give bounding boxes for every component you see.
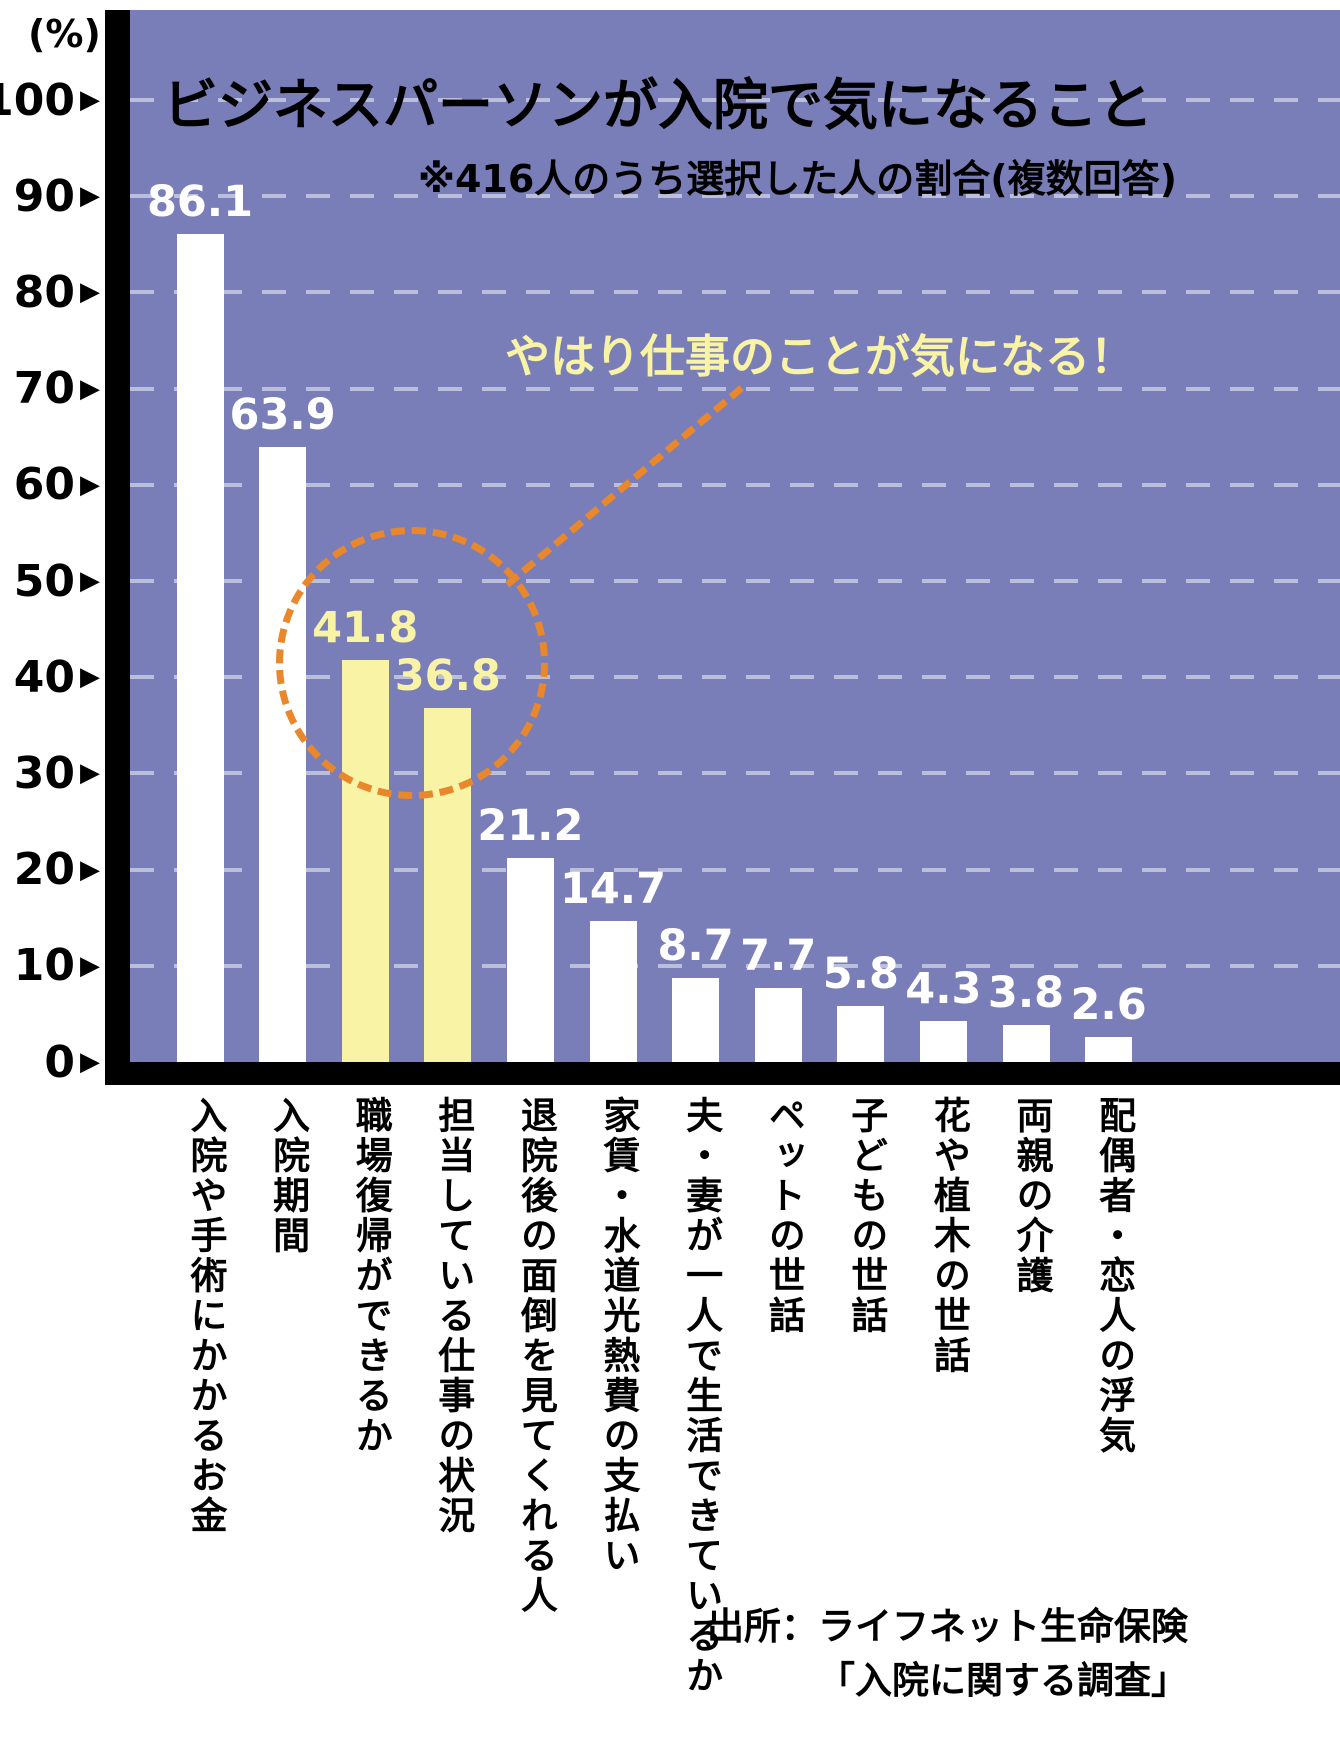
y-tick-arrow-icon: ▶ xyxy=(80,181,100,212)
y-tick-value: 60 xyxy=(13,459,75,511)
bar-value-label: 7.7 xyxy=(740,930,817,981)
y-tick-arrow-icon: ▶ xyxy=(80,277,100,308)
y-tick-value: 100 xyxy=(0,74,75,126)
y-tick-value: 50 xyxy=(13,555,75,607)
bar-value-label: 8.7 xyxy=(657,921,734,972)
gridline-40 xyxy=(130,675,1340,680)
annotation-text: やはり仕事のことが気になる！ xyxy=(505,330,1136,383)
y-tick-value: 30 xyxy=(13,747,75,799)
y-tick-value: 20 xyxy=(13,844,75,896)
bar-8 xyxy=(754,987,802,1062)
gridline-70 xyxy=(130,386,1340,391)
gridline-90 xyxy=(130,194,1340,199)
bar-11 xyxy=(1002,1025,1050,1062)
bar-7 xyxy=(672,978,720,1062)
bar-value-label: 14.7 xyxy=(559,863,667,914)
category-label: 入院期間 xyxy=(266,1096,310,1256)
y-tick-20: 20 ▶ xyxy=(0,844,100,896)
y-tick-value: 80 xyxy=(13,266,75,318)
y-tick-arrow-icon: ▶ xyxy=(80,758,100,789)
y-tick-50: 50 ▶ xyxy=(0,555,100,607)
category-label: 退院後の面倒を見てくれる人 xyxy=(514,1096,558,1616)
source-note: 出所：ライフネット生命保険 「入院に関する調査」 xyxy=(707,1600,1188,1707)
bar-1 xyxy=(176,233,224,1062)
y-tick-arrow-icon: ▶ xyxy=(80,1047,100,1077)
bar-value-label: 21.2 xyxy=(477,801,584,852)
y-tick-value: 70 xyxy=(13,363,75,415)
y-tick-70: 70 ▶ xyxy=(0,363,100,415)
gridline-30 xyxy=(130,771,1340,776)
bar-value-label: 63.9 xyxy=(229,390,336,441)
chart-title: ビジネスパーソンが入院で気になること xyxy=(163,73,1154,137)
y-tick-value: 90 xyxy=(13,170,75,222)
y-tick-value: 40 xyxy=(13,651,75,703)
gridline-80 xyxy=(130,290,1340,295)
category-label: 担当している仕事の状況 xyxy=(431,1096,475,1536)
y-tick-90: 90 ▶ xyxy=(0,170,100,222)
category-label: 職場復帰ができるか xyxy=(349,1096,393,1456)
gridline-100 xyxy=(130,98,1340,102)
highlight-circle xyxy=(276,527,548,799)
category-label: ペットの世話 xyxy=(762,1096,806,1336)
y-tick-80: 80 ▶ xyxy=(0,266,100,318)
source-line2: 「入院に関する調査」 xyxy=(818,1658,1188,1702)
category-label: 両親の介護 xyxy=(1010,1096,1053,1296)
y-tick-10: 10 ▶ xyxy=(0,940,100,992)
bar-12 xyxy=(1085,1036,1133,1062)
gridline-50 xyxy=(130,579,1340,583)
y-tick-arrow-icon: ▶ xyxy=(80,662,100,693)
y-tick-value: 10 xyxy=(13,940,75,992)
category-label: 配偶者・恋人の浮気 xyxy=(1092,1096,1136,1456)
x-axis-line xyxy=(105,1062,1340,1085)
gridline-10 xyxy=(130,963,1340,968)
gridline-60 xyxy=(130,482,1340,487)
bar-value-label: 3.8 xyxy=(987,968,1065,1019)
category-label: 子どもの世話 xyxy=(844,1096,888,1336)
y-tick-arrow-icon: ▶ xyxy=(80,373,100,404)
y-tick-value: 0 xyxy=(44,1036,75,1088)
gridline-20 xyxy=(130,867,1340,872)
y-axis-line xyxy=(105,10,130,1085)
y-tick-arrow-icon: ▶ xyxy=(80,854,100,885)
bar-6 xyxy=(589,920,637,1062)
category-label: 花や植木の世話 xyxy=(927,1096,971,1376)
y-axis-unit-label: (%) xyxy=(28,12,101,56)
y-tick-100: 100▶ xyxy=(0,74,100,126)
chart-subtitle: ※416人のうち選択した人の割合(複数回答) xyxy=(418,157,1177,201)
bar-value-label: 2.6 xyxy=(1070,979,1147,1030)
y-tick-0: 0 ▶ xyxy=(0,1036,100,1088)
bar-5 xyxy=(506,858,554,1062)
bar-value-label: 4.3 xyxy=(905,963,982,1014)
bar-value-label: 86.1 xyxy=(146,176,254,227)
category-label: 夫・妻が一人で生活できているか xyxy=(679,1096,723,1696)
y-tick-arrow-icon: ▶ xyxy=(80,85,100,115)
category-label: 入院や手術にかかるお金 xyxy=(184,1096,227,1536)
plot-area xyxy=(130,10,1340,1062)
bar-value-label: 5.8 xyxy=(822,949,899,1000)
y-tick-40: 40 ▶ xyxy=(0,651,100,703)
y-tick-arrow-icon: ▶ xyxy=(80,566,100,596)
y-tick-arrow-icon: ▶ xyxy=(80,469,100,500)
category-label: 家賃・水道光熱費の支払い xyxy=(597,1096,640,1576)
bar-10 xyxy=(919,1020,967,1062)
source-line1: 出所：ライフネット生命保険 xyxy=(707,1605,1188,1648)
y-tick-30: 30 ▶ xyxy=(0,747,100,799)
y-tick-60: 60 ▶ xyxy=(0,459,100,511)
bar-9 xyxy=(837,1006,885,1062)
y-tick-arrow-icon: ▶ xyxy=(80,950,100,981)
bar-2 xyxy=(259,447,307,1062)
